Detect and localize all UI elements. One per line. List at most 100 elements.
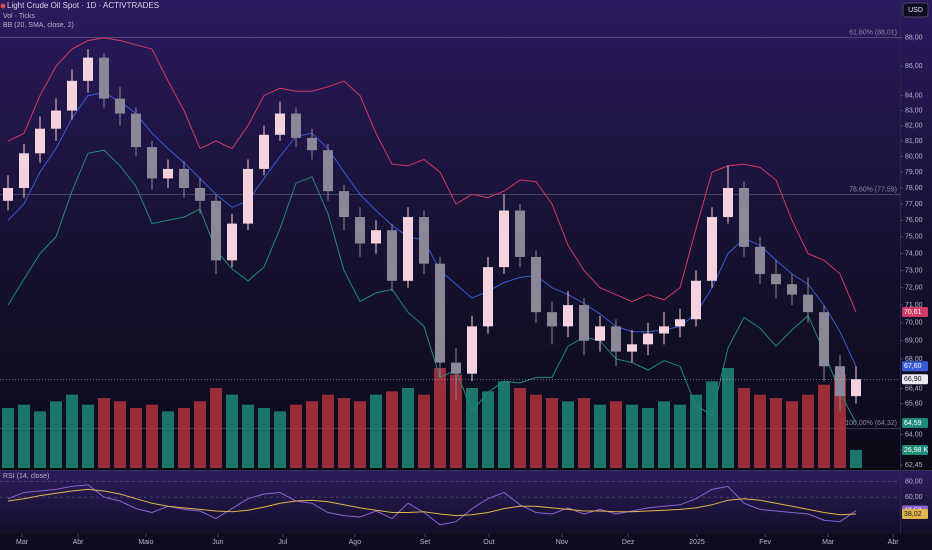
- candle-body: [547, 312, 557, 327]
- candle-body: [3, 187, 13, 201]
- candle-body: [531, 256, 541, 313]
- x-tick-label: Abr: [888, 539, 900, 546]
- y-tick-label: 82,00: [905, 122, 923, 129]
- badge-label: 26,98 K: [904, 447, 928, 454]
- candle-body: [691, 280, 701, 320]
- candle-body: [803, 294, 813, 313]
- candle-body: [51, 110, 61, 129]
- candle-body: [515, 210, 525, 257]
- rsi-tick-label: 60,00: [905, 494, 923, 501]
- candle-body: [163, 168, 173, 179]
- fib-label: 100,00% (64,32): [845, 420, 897, 427]
- volume-bar: [802, 394, 814, 468]
- volume-bar: [626, 404, 638, 468]
- candle-body: [387, 230, 397, 281]
- fib-label: 78,60% (77,59): [849, 186, 897, 193]
- volume-bar: [50, 401, 62, 468]
- volume-bar: [34, 411, 46, 468]
- candle-body: [131, 113, 141, 148]
- volume-bar: [114, 401, 126, 468]
- volume-bar: [370, 394, 382, 468]
- candle-body: [227, 223, 237, 261]
- candle-body: [675, 319, 685, 327]
- candle-body: [339, 191, 349, 218]
- candle-body: [291, 113, 301, 138]
- volume-bar: [642, 408, 654, 468]
- candle-body: [147, 147, 157, 179]
- volume-bar: [338, 398, 350, 468]
- price-badge: [902, 306, 928, 317]
- candle-body: [35, 128, 45, 154]
- rsi-line: [7, 488, 857, 517]
- x-tick-label: Jul: [278, 539, 287, 546]
- x-tick-label: Fev: [759, 539, 771, 546]
- symbol-icon: [0, 3, 6, 9]
- fib-label: 61,80% (88,01): [849, 29, 897, 36]
- volume-bar: [738, 388, 750, 468]
- y-tick-label: 84,00: [905, 92, 923, 99]
- y-tick-label: 73,00: [905, 267, 923, 274]
- candle-body: [99, 57, 109, 99]
- y-tick-label: 83,00: [905, 107, 923, 114]
- volume-bar: [146, 404, 158, 468]
- currency-button[interactable]: [902, 2, 929, 18]
- volume-bar: [82, 404, 94, 468]
- candle-body: [451, 362, 461, 374]
- volume-bar: [498, 381, 510, 468]
- candle-body: [835, 366, 845, 397]
- candle-body: [739, 187, 749, 247]
- badge-label: 64,59: [904, 420, 922, 427]
- volume-bar: [66, 394, 78, 468]
- time-axis: [0, 534, 932, 550]
- candle-body: [19, 153, 29, 188]
- y-tick-label: 86,00: [905, 63, 923, 70]
- volume-bar: [130, 408, 142, 468]
- volume-bar: [274, 411, 286, 468]
- candle-body: [595, 326, 605, 341]
- x-tick-label: Maio: [138, 539, 153, 546]
- volume-bar: [530, 394, 542, 468]
- bb-legend: BB (20, SMA, close, 2): [3, 22, 74, 29]
- volume-bar: [402, 388, 414, 468]
- bb-line: [7, 149, 857, 424]
- volume-legend: Vol · Ticks: [3, 13, 35, 20]
- y-tick-label: 77,00: [905, 201, 923, 208]
- volume-bar: [658, 401, 670, 468]
- volume-bar: [610, 401, 622, 468]
- volume-bar: [258, 408, 270, 468]
- volume-bar: [754, 394, 766, 468]
- volume-bar: [434, 368, 446, 468]
- volume-bar: [450, 374, 462, 468]
- candle-body: [819, 312, 829, 367]
- price-badge: [902, 418, 928, 429]
- candle-body: [707, 217, 717, 281]
- y-tick-label: 75,00: [905, 234, 923, 241]
- x-tick-label: Mar: [822, 539, 835, 546]
- y-tick-label: 66,40: [905, 385, 923, 392]
- y-tick-label: 76,00: [905, 217, 923, 224]
- x-tick-label: Ago: [349, 539, 362, 546]
- price-badge: [902, 509, 928, 520]
- candle-body: [467, 326, 477, 374]
- y-tick-label: 62,45: [905, 462, 923, 469]
- volume-bar: [690, 394, 702, 468]
- candle-body: [195, 187, 205, 201]
- y-tick-label: 69,00: [905, 338, 923, 345]
- candle-body: [275, 113, 285, 135]
- volume-bar: [546, 398, 558, 468]
- candle-body: [787, 284, 797, 295]
- chart-title: Light Crude Oil Spot · 1D · ACTIVTRADES: [7, 1, 159, 10]
- candle-body: [659, 326, 669, 334]
- x-tick-label: 2025: [689, 539, 705, 546]
- volume-bar: [354, 401, 366, 468]
- y-tick-label: 88,00: [905, 34, 923, 41]
- badge-label: 66,90: [904, 376, 922, 383]
- candle-body: [179, 168, 189, 188]
- volume-bar: [578, 398, 590, 468]
- volume-bar: [594, 404, 606, 468]
- candle-body: [243, 168, 253, 224]
- y-tick-label: 64,00: [905, 431, 923, 438]
- rsi-legend: RSI (14, close): [3, 473, 49, 480]
- x-tick-label: Dez: [622, 539, 635, 546]
- candle-body: [579, 305, 589, 341]
